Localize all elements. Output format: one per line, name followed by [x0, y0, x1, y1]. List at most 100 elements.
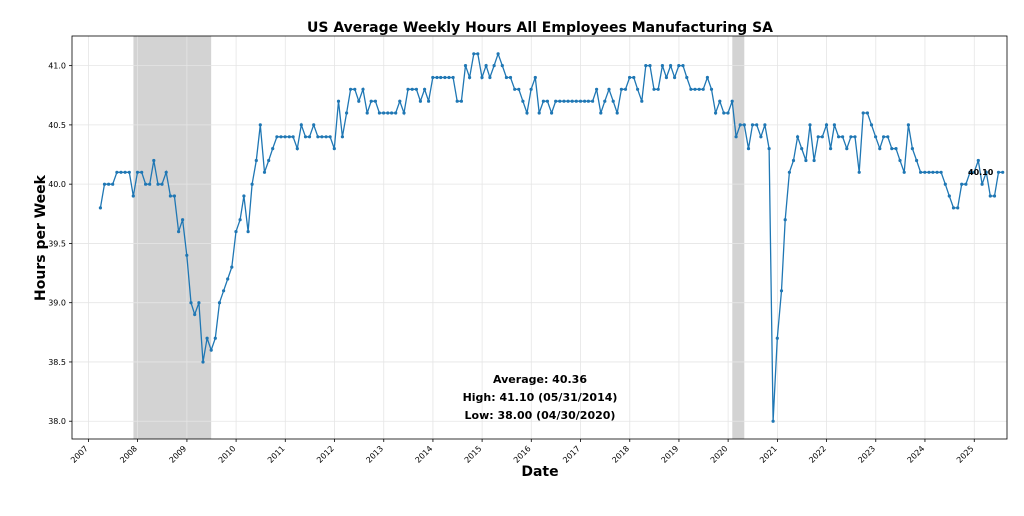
- data-point: [656, 87, 660, 91]
- data-point: [738, 123, 742, 127]
- data-point: [119, 170, 123, 174]
- data-point: [217, 301, 222, 305]
- data-series: [98, 51, 1005, 423]
- data-point: [262, 170, 267, 174]
- data-point: [709, 87, 714, 91]
- data-point: [660, 64, 665, 68]
- data-point: [234, 230, 238, 234]
- data-point: [882, 135, 886, 139]
- data-point: [992, 194, 997, 198]
- data-point: [267, 158, 271, 163]
- data-point: [570, 99, 574, 103]
- data-point: [402, 111, 406, 115]
- data-point: [845, 147, 849, 151]
- data-point: [984, 170, 988, 174]
- data-point: [714, 111, 718, 115]
- data-point: [693, 87, 697, 91]
- data-point: [275, 135, 279, 139]
- data-point: [673, 75, 677, 80]
- data-point: [972, 170, 976, 174]
- data-point: [525, 111, 529, 115]
- data-point: [373, 99, 377, 103]
- data-point: [488, 75, 492, 80]
- data-point: [418, 99, 422, 103]
- data-point: [386, 111, 390, 115]
- data-point: [168, 194, 172, 198]
- data-point: [185, 253, 189, 257]
- last-value-label: 40.10: [968, 168, 994, 177]
- x-tick-label: 2023: [856, 444, 877, 465]
- x-tick-label: 2024: [906, 444, 927, 465]
- data-point: [468, 75, 472, 80]
- x-tick-label: 2015: [463, 444, 484, 465]
- data-point: [521, 99, 525, 103]
- data-point: [398, 99, 402, 103]
- data-point: [935, 170, 939, 174]
- data-point: [615, 111, 619, 115]
- data-point: [898, 158, 902, 163]
- data-point: [586, 99, 591, 103]
- data-point: [172, 194, 176, 198]
- data-point: [279, 135, 283, 139]
- data-point: [336, 99, 341, 103]
- data-point: [775, 336, 779, 340]
- data-point: [800, 147, 804, 151]
- x-axis-label: Date: [521, 464, 558, 480]
- x-tick-label: 2021: [758, 444, 779, 465]
- x-tick-label: 2010: [217, 444, 238, 465]
- data-point: [123, 170, 127, 174]
- data-point: [750, 123, 755, 127]
- y-tick-label: 39.5: [48, 239, 66, 248]
- data-point: [837, 135, 841, 139]
- data-point: [619, 87, 624, 91]
- data-point: [152, 158, 156, 163]
- data-point: [324, 135, 328, 139]
- x-tick-label: 2007: [69, 444, 90, 465]
- data-point: [291, 135, 295, 139]
- data-point: [734, 135, 738, 139]
- data-point: [127, 170, 131, 174]
- data-point: [820, 135, 824, 139]
- data-point: [808, 123, 812, 127]
- data-point: [472, 52, 476, 56]
- data-point: [689, 87, 693, 91]
- data-point: [513, 87, 517, 91]
- data-point: [382, 111, 386, 115]
- x-tick-label: 2012: [315, 444, 336, 465]
- data-point: [423, 87, 427, 91]
- data-point: [951, 206, 956, 210]
- data-point: [328, 135, 332, 139]
- data-point: [628, 75, 632, 80]
- data-point: [431, 75, 435, 80]
- data-point: [414, 87, 418, 91]
- data-point: [222, 289, 226, 293]
- data-point: [197, 301, 201, 305]
- y-tick-label: 40.0: [48, 180, 66, 189]
- data-point: [574, 99, 578, 103]
- data-point: [115, 170, 119, 174]
- data-point: [677, 64, 681, 68]
- data-point: [316, 135, 320, 139]
- data-point: [517, 87, 521, 91]
- data-point: [763, 123, 767, 127]
- data-point: [927, 170, 931, 174]
- data-point: [545, 99, 550, 103]
- data-point: [583, 99, 587, 103]
- data-point: [623, 87, 628, 91]
- data-point: [283, 135, 287, 139]
- data-point: [779, 289, 784, 293]
- data-point: [107, 182, 111, 186]
- data-point: [607, 87, 611, 91]
- data-point: [320, 135, 324, 139]
- data-point: [796, 135, 800, 139]
- data-point: [189, 301, 193, 305]
- data-point: [791, 158, 796, 163]
- y-tick-label: 41.0: [48, 62, 66, 71]
- data-point: [504, 75, 508, 80]
- data-point: [357, 99, 361, 103]
- data-point: [238, 218, 242, 222]
- data-point: [201, 360, 205, 364]
- data-point: [533, 75, 537, 80]
- data-point: [254, 158, 258, 163]
